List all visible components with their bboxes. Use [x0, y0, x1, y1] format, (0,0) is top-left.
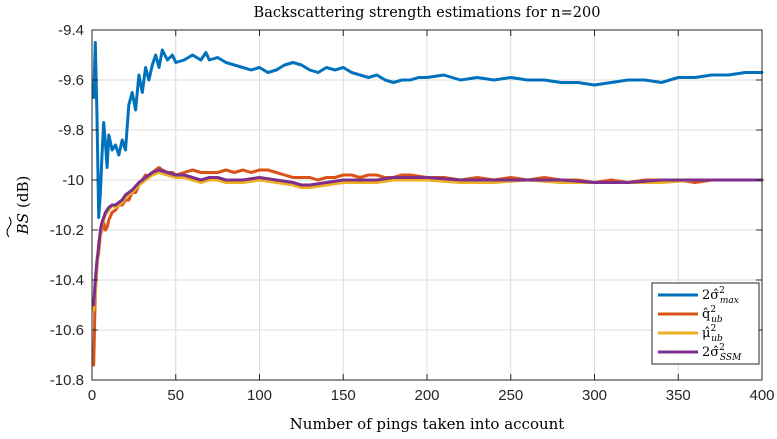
x-tick-label: 250	[498, 387, 523, 404]
x-tick-label: 200	[414, 387, 439, 404]
y-tick-label: -10.2	[50, 222, 84, 239]
x-tick-label: 0	[88, 387, 96, 404]
y-tick-label: -10.6	[50, 322, 84, 339]
y-tick-label: -10.4	[50, 272, 84, 289]
legend-label: q̂2 ub	[702, 305, 723, 325]
x-tick-labels: 0 50 100 150 200 250 300 350 400	[88, 387, 775, 404]
series-line-1	[92, 41, 764, 219]
series-line-4	[92, 168, 764, 307]
chart-title: Backscattering strength estimations for …	[254, 5, 601, 21]
y-axis-label-unit: (dB)	[14, 176, 32, 208]
ticks	[91, 29, 763, 381]
x-tick-label: 350	[666, 387, 691, 404]
y-tick-label: -10.8	[50, 372, 84, 389]
legend-label: 2σ̂2 max	[702, 286, 739, 306]
legend-label: μ̂2 ub	[702, 324, 723, 344]
y-axis-label-symbol: BS	[14, 213, 32, 235]
x-tick-label: 50	[167, 387, 184, 404]
legend-label: 2σ̂2 SSM	[702, 343, 742, 363]
x-tick-label: 300	[582, 387, 607, 404]
series-line-2	[92, 166, 764, 367]
y-tick-label: -9.6	[58, 72, 84, 89]
y-axis-label: BS (dB)	[14, 176, 32, 236]
y-tick-label: -9.4	[58, 22, 84, 39]
x-tick-label: 100	[247, 387, 272, 404]
y-tick-label: -9.8	[58, 122, 84, 139]
y-axis-label-tilde	[6, 216, 12, 238]
x-tick-label: 150	[331, 387, 356, 404]
series-layer	[92, 41, 764, 367]
x-axis-label: Number of pings taken into account	[290, 415, 565, 433]
x-tick-label: 400	[749, 387, 774, 404]
y-axis-label-group: BS (dB)	[6, 176, 32, 238]
y-tick-labels: -10.8 -10.6 -10.4 -10.2 -10 -9.8 -9.6 -9.4	[50, 22, 84, 389]
y-tick-label: -10	[62, 172, 84, 189]
